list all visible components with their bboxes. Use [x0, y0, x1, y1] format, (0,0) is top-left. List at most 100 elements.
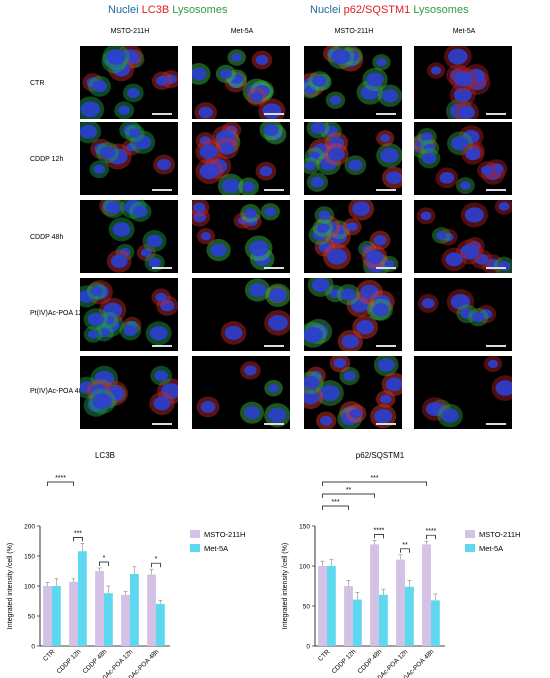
significance-bracket	[322, 481, 427, 486]
scale-bar	[486, 267, 506, 269]
significance-label: *	[103, 555, 106, 562]
scale-bar	[152, 113, 172, 115]
significance-label: ***	[74, 530, 82, 537]
y-tick-label: 0	[31, 644, 35, 651]
scale-bar	[152, 189, 172, 191]
microscopy-tile	[80, 200, 178, 273]
y-tick-label: 150	[24, 554, 35, 561]
category-label: CDDP 48h	[357, 648, 384, 675]
legend-label: Met-5A	[204, 544, 228, 553]
scale-bar	[264, 345, 284, 347]
scale-bar	[486, 113, 506, 115]
scale-bar	[486, 189, 506, 191]
legend-label: Met-5A	[479, 544, 503, 553]
category-label: CTR	[317, 648, 332, 663]
bar	[51, 586, 61, 646]
bar	[95, 571, 104, 646]
row-label: CDDP 12h	[30, 156, 64, 163]
significance-label: ****	[426, 528, 437, 535]
chart-title: LC3B	[95, 451, 115, 460]
bar	[155, 604, 165, 646]
category-label: CDDP 12h	[56, 648, 83, 675]
bar	[318, 566, 327, 646]
scale-bar	[376, 189, 396, 191]
legend-swatch	[190, 530, 200, 538]
microscopy-tile	[304, 356, 402, 429]
bar	[422, 544, 431, 646]
scale-bar	[152, 345, 172, 347]
column-header: MSTO-211H	[110, 28, 150, 35]
significance-label: ****	[374, 527, 385, 534]
scale-bar	[264, 423, 284, 425]
lc3b-bar-chart: LC3B 0 50 100 150 200 Integrated intensity /ce…	[7, 451, 245, 678]
microscopy-tile	[414, 356, 512, 429]
y-tick-label: 150	[299, 524, 310, 531]
microscopy-tile	[414, 200, 512, 273]
microscopy-tile	[192, 278, 290, 351]
significance-label: ****	[55, 475, 66, 482]
row-label: Pt(IV)Ac-POA 12h	[30, 310, 87, 317]
y-axis-label: Integrated intensity /cell (%)	[7, 543, 14, 629]
bar	[378, 594, 388, 646]
bar	[326, 566, 336, 646]
scale-bar	[152, 423, 172, 425]
microscopy-tile	[414, 122, 512, 195]
category-label: CDDP 48h	[82, 648, 109, 675]
column-header: Met-5A	[230, 28, 254, 35]
row-label: CTR	[30, 80, 45, 87]
scale-bar	[486, 345, 506, 347]
microscopy-tile	[304, 278, 402, 351]
significance-bracket	[400, 548, 410, 553]
microscopy-tile	[192, 122, 290, 195]
bar	[344, 586, 353, 646]
category-label: CTR	[42, 648, 57, 663]
scale-bar	[486, 423, 506, 425]
y-tick-label: 0	[306, 644, 310, 651]
bar	[370, 544, 379, 646]
microscopy-tile	[192, 46, 290, 119]
microscopy-tile	[80, 356, 178, 429]
scale-bar	[264, 267, 284, 269]
significance-bracket	[73, 537, 83, 542]
scale-bar	[264, 113, 284, 115]
column-header: MSTO-211H	[334, 28, 374, 35]
panel-title-p62: Nuclei p62/SQSTM1 Lysosomes	[310, 4, 469, 16]
y-tick-label: 100	[299, 564, 310, 571]
bar	[129, 574, 139, 646]
significance-bracket	[99, 561, 109, 566]
title-marker-label: p62/SQSTM1	[343, 4, 411, 16]
microscopy-tile	[192, 356, 290, 429]
significance-label: *	[155, 556, 158, 563]
title-lysosomes-label: Lysosomes	[413, 4, 469, 16]
microscopy-tile	[80, 46, 178, 119]
significance-bracket	[151, 562, 161, 568]
scale-bar	[376, 423, 396, 425]
p62-bar-chart: p62/SQSTM1 0 50 100 150 Integrated intensity …	[282, 451, 520, 678]
microscopy-tile	[80, 278, 178, 351]
microscopy-tile	[414, 278, 512, 351]
scale-bar	[376, 113, 396, 115]
microscopy-tile	[192, 200, 290, 273]
legend-swatch	[465, 544, 475, 552]
significance-label: ***	[370, 475, 378, 482]
column-header: Met-5A	[452, 28, 476, 35]
title-lysosomes-label: Lysosomes	[172, 4, 228, 16]
significance-bracket	[322, 493, 375, 498]
y-tick-label: 50	[28, 614, 36, 621]
microscopy-tile	[304, 122, 402, 195]
microscopy-tile	[304, 200, 402, 273]
y-tick-label: 50	[303, 604, 311, 611]
bar	[147, 574, 156, 646]
bar	[396, 559, 405, 646]
bar	[430, 600, 440, 646]
legend-label: MSTO-211H	[204, 530, 245, 539]
legend-swatch	[190, 544, 200, 552]
significance-bracket	[426, 534, 436, 540]
bar	[43, 586, 52, 646]
significance-bracket	[322, 505, 349, 510]
bar	[352, 599, 362, 646]
y-tick-label: 100	[24, 584, 35, 591]
microscopy-tile	[80, 122, 178, 195]
microscopy-tile	[304, 46, 402, 119]
scale-bar	[376, 345, 396, 347]
